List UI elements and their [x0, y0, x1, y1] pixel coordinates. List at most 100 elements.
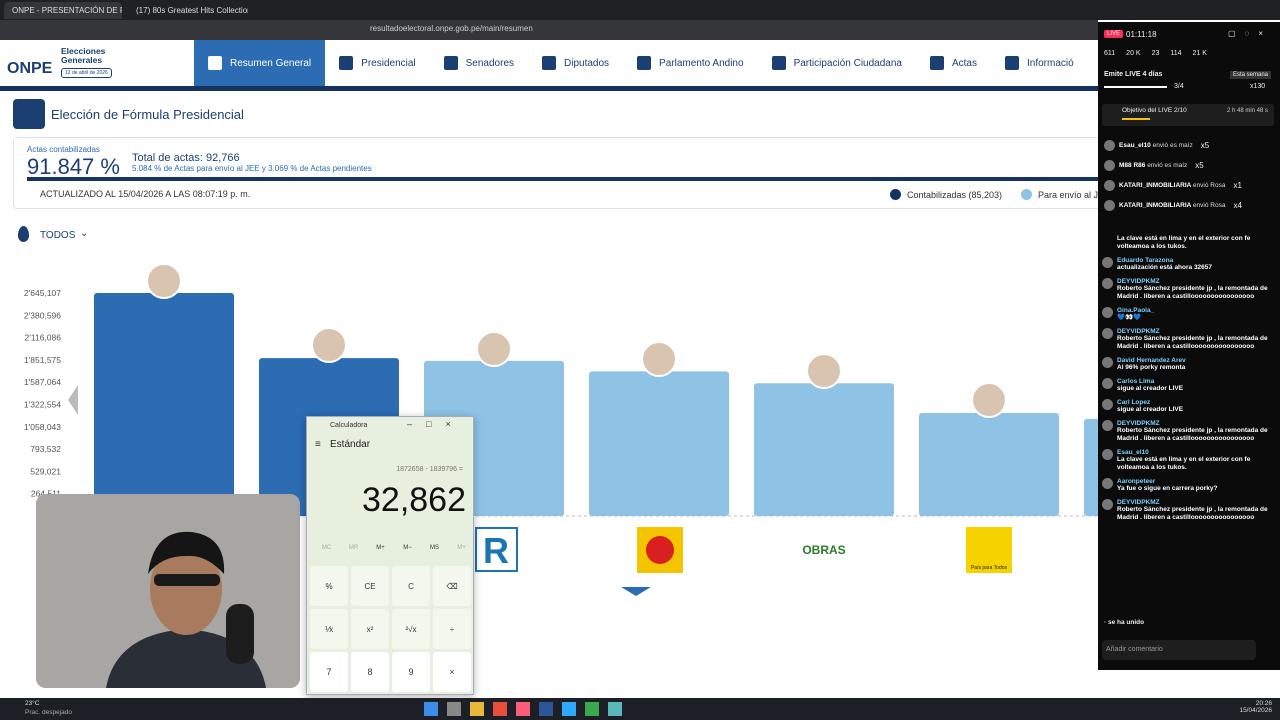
- app-icon[interactable]: [447, 702, 461, 716]
- emblem: [13, 99, 45, 129]
- chat-body: DEYVIDPKMZ Roberto Sánchez presidente jp …: [1117, 499, 1272, 522]
- calc-key[interactable]: ⌫: [433, 566, 471, 606]
- comment-input[interactable]: Añadir comentario: [1102, 640, 1256, 660]
- memory-key[interactable]: M−: [403, 545, 412, 551]
- window-controls[interactable]: –□×: [407, 419, 465, 429]
- memory-key[interactable]: MC: [321, 545, 332, 551]
- calc-key[interactable]: x²: [351, 609, 389, 649]
- chat-user: DEYVIDPKMZ: [1117, 328, 1160, 335]
- tab[interactable]: (17) 80s Greatest Hits Collection: [136, 6, 248, 15]
- app-icon[interactable]: [562, 702, 576, 716]
- calc-key[interactable]: C: [392, 566, 430, 606]
- y-tick-label: 1'322,554: [24, 399, 61, 409]
- memory-key[interactable]: M+: [376, 545, 385, 551]
- chat-text: Al 96% porky remonta: [1117, 364, 1186, 371]
- nav-item[interactable]: Resumen General: [194, 40, 326, 86]
- nav-item[interactable]: Parlamento Andino: [623, 40, 758, 86]
- memory-key[interactable]: MS: [430, 545, 439, 551]
- nav-icon: [208, 56, 222, 70]
- nav-label: Informació: [1026, 57, 1074, 69]
- app-icon[interactable]: [424, 702, 438, 716]
- calc-key[interactable]: ×: [433, 652, 471, 692]
- stat: 611: [1104, 50, 1116, 57]
- memory-key[interactable]: M˅: [457, 545, 466, 551]
- prev-arrow[interactable]: [68, 385, 78, 415]
- multiplier: x130: [1250, 83, 1266, 90]
- chat-message: DEYVIDPKMZ Roberto Sánchez presidente jp …: [1102, 328, 1272, 351]
- bar[interactable]: [1084, 418, 1098, 516]
- chevron[interactable]: ⌄: [80, 228, 89, 239]
- calc-key[interactable]: 9: [392, 652, 430, 692]
- photo: [971, 382, 1007, 418]
- chat-user: DEYVIDPKMZ: [1117, 499, 1160, 506]
- party-logo-text: R: [483, 530, 509, 571]
- party-logo-text: País para Todos: [971, 565, 1008, 571]
- calc-key[interactable]: ²√x: [392, 609, 430, 649]
- app-icon[interactable]: [470, 702, 484, 716]
- nav-item[interactable]: Informació: [991, 40, 1088, 86]
- y-tick-label: 1'058,043: [24, 422, 61, 432]
- app-icon[interactable]: [516, 702, 530, 716]
- nav-item[interactable]: Senadores: [430, 40, 528, 86]
- y-tick-label: 2'645,107: [24, 288, 61, 298]
- bar[interactable]: [754, 383, 894, 516]
- nav-item[interactable]: Presidencial: [325, 40, 429, 86]
- live-panel: LIVE 01:11:18 ▢◌× 611 20 K 23 114 21 K Emite…: [1098, 22, 1280, 670]
- photo: [476, 331, 512, 367]
- chat-text: actualización está ahora 32657: [1117, 264, 1213, 271]
- nav-label: Actas: [951, 57, 977, 69]
- bar[interactable]: [589, 371, 729, 516]
- nav-item[interactable]: Diputados: [528, 40, 623, 86]
- site-header: ONPE Elecciones Generales 12 de abril de…: [0, 40, 1098, 86]
- calc-key[interactable]: ⅟x: [310, 609, 348, 649]
- brand: Elecciones Generales: [61, 46, 106, 65]
- chat-body: Aaronpeteer Ya fue o sigue en carrera por…: [1117, 478, 1217, 493]
- filter[interactable]: TODOS: [40, 230, 76, 241]
- gift-desc: envió Rosa: [1192, 201, 1226, 209]
- url[interactable]: resultadoelectoral.onpe.gob.pe/main/resu…: [370, 24, 533, 33]
- chat-message: Aaronpeteer Ya fue o sigue en carrera por…: [1102, 478, 1272, 493]
- chat-text: sigue al creador LIVE: [1117, 385, 1184, 392]
- menu[interactable]: ≡: [315, 439, 321, 450]
- memory-key[interactable]: MR: [348, 545, 359, 551]
- app-icon[interactable]: [493, 702, 507, 716]
- calc-key[interactable]: 7: [310, 652, 348, 692]
- expression: 1872658 - 1839796 =: [396, 466, 463, 473]
- calc-key[interactable]: ÷: [433, 609, 471, 649]
- chat-text: Roberto Sánchez presidente jp , la remon…: [1117, 285, 1268, 300]
- microphone: [226, 604, 254, 664]
- app-icon[interactable]: [608, 702, 622, 716]
- tab[interactable]: ONPE - PRESENTACIÓN DE RES: [4, 2, 122, 19]
- calc-key[interactable]: %: [310, 566, 348, 606]
- webcam: [36, 494, 300, 688]
- avatar: [1102, 420, 1113, 431]
- nav-item[interactable]: Actas: [916, 40, 991, 86]
- logo[interactable]: ONPE: [7, 60, 53, 77]
- bar[interactable]: [94, 293, 234, 516]
- legend-swatch: [1021, 189, 1032, 200]
- time: 20:26: [1255, 700, 1272, 707]
- app-icon[interactable]: [539, 702, 553, 716]
- bars: [80, 293, 1098, 517]
- avatar: [1102, 478, 1113, 489]
- party-logo-text: OBRAS: [802, 543, 845, 557]
- calc-key[interactable]: 8: [351, 652, 389, 692]
- chat-text: Roberto Sánchez presidente jp , la remon…: [1117, 506, 1268, 521]
- chat-message: DEYVIDPKMZ Roberto Sánchez presidente jp …: [1102, 499, 1272, 522]
- selected-marker: [621, 587, 651, 596]
- chat-user: David Hernandez Arev: [1117, 357, 1186, 364]
- chat-body: Eduardo Tarazona actualización está ahora…: [1117, 257, 1212, 272]
- app-icon[interactable]: [585, 702, 599, 716]
- mode[interactable]: Estándar: [330, 439, 371, 450]
- weather: Prac. despejado: [25, 709, 72, 716]
- bar[interactable]: [919, 412, 1059, 516]
- nav-item[interactable]: Participación Ciudadana: [758, 40, 916, 86]
- panel-controls[interactable]: ▢◌×: [1228, 29, 1272, 38]
- chat-message: La clave está en lima y en el exterior c…: [1102, 235, 1272, 251]
- joined-text: se ha unido: [1107, 619, 1145, 626]
- avatar: [1102, 449, 1113, 460]
- legend-item: Contabilizadas (85,203): [907, 190, 1003, 200]
- calc-key[interactable]: CE: [351, 566, 389, 606]
- chat-user: DEYVIDPKMZ: [1117, 278, 1160, 285]
